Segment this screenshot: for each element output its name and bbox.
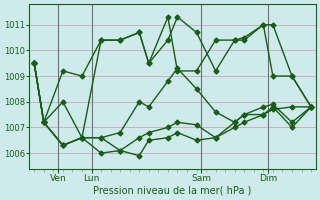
X-axis label: Pression niveau de la mer( hPa ): Pression niveau de la mer( hPa ) [93, 186, 252, 196]
